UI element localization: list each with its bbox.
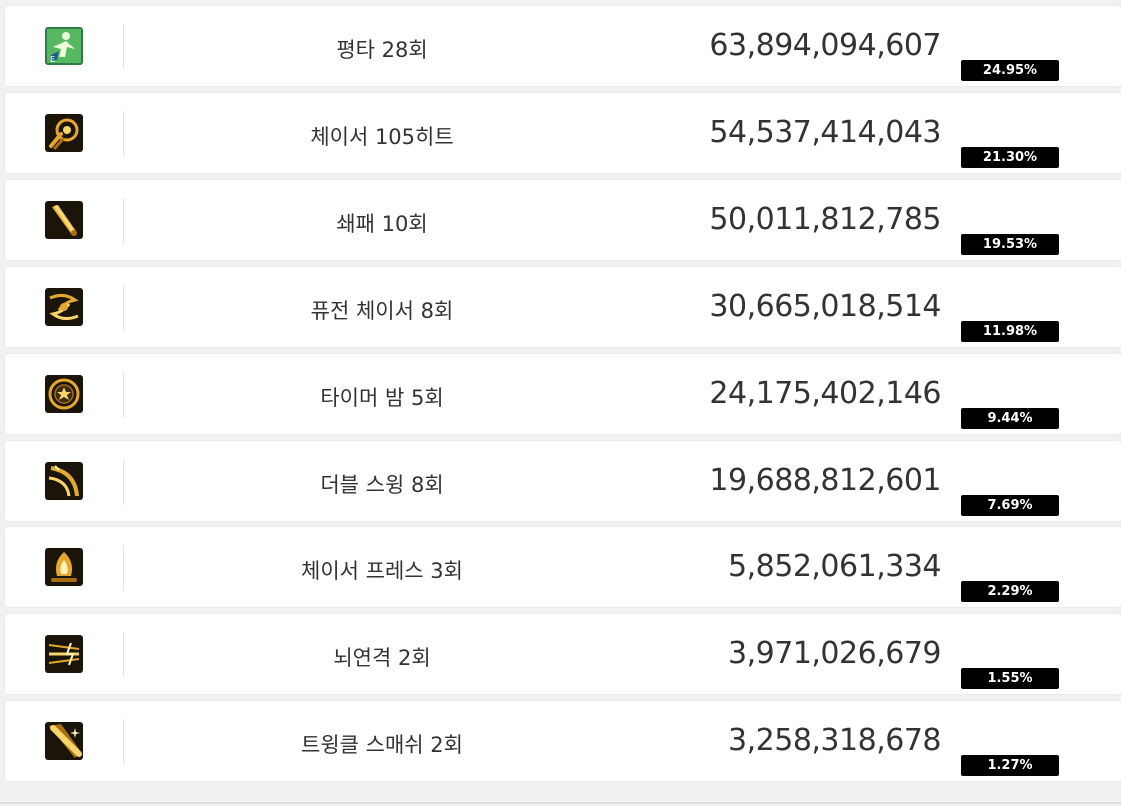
kick-icon: E	[45, 27, 83, 65]
skill-name: 타이머 밤 5회	[320, 386, 444, 410]
damage-value: 63,894,094,607	[709, 28, 941, 63]
fusion-chaser-icon	[45, 288, 83, 326]
skill-row: 트윙클 스매쉬 2회 3,258,318,678 1.27%	[5, 701, 1121, 781]
percent-badge: 19.53%	[961, 234, 1059, 255]
skill-name: 퓨전 체이서 8회	[310, 299, 454, 323]
percent-badge: 21.30%	[961, 147, 1059, 168]
percent-badge: 11.98%	[961, 321, 1059, 342]
svg-text:E: E	[50, 55, 55, 64]
bottom-divider	[0, 802, 1121, 804]
skill-name: 쇄패 10회	[336, 212, 428, 236]
percent-badge: 24.95%	[961, 60, 1059, 81]
skill-row: 더블 스윙 8회 19,688,812,601 7.69%	[5, 441, 1121, 521]
damage-value: 54,537,414,043	[709, 115, 941, 150]
damage-value: 30,665,018,514	[709, 289, 941, 324]
double-swing-icon	[45, 462, 83, 500]
row-divider	[123, 285, 124, 331]
skill-name: 체이서 105히트	[310, 125, 454, 149]
skill-name: 평타 28회	[336, 38, 428, 62]
damage-value: 5,852,061,334	[728, 549, 941, 584]
percent-badge: 9.44%	[961, 408, 1059, 429]
skill-row: 체이서 프레스 3회 5,852,061,334 2.29%	[5, 527, 1121, 607]
skill-row: 타이머 밤 5회 24,175,402,146 9.44%	[5, 354, 1121, 434]
row-divider	[123, 719, 124, 765]
damage-value: 19,688,812,601	[709, 463, 941, 498]
skill-row: 체이서 105히트 54,537,414,043 21.30%	[5, 93, 1121, 173]
damage-value: 50,011,812,785	[709, 202, 941, 237]
row-divider	[123, 632, 124, 678]
row-divider	[123, 24, 124, 70]
chaser-press-icon	[45, 548, 83, 586]
skill-row: 퓨전 체이서 8회 30,665,018,514 11.98%	[5, 267, 1121, 347]
percent-badge: 7.69%	[961, 495, 1059, 516]
chaser-orb-icon	[45, 114, 83, 152]
skill-name: 트윙클 스매쉬 2회	[301, 733, 463, 757]
skill-row: E 평타 28회 63,894,094,607 24.95%	[5, 6, 1121, 86]
skill-row: 쇄패 10회 50,011,812,785 19.53%	[5, 180, 1121, 260]
row-divider	[123, 459, 124, 505]
skill-name: 더블 스윙 8회	[320, 473, 444, 497]
twinkle-smash-icon	[45, 722, 83, 760]
lightning-strike-icon	[45, 635, 83, 673]
timer-bomb-icon	[45, 375, 83, 413]
row-divider	[123, 111, 124, 157]
damage-value: 3,971,026,679	[728, 636, 941, 671]
damage-value: 24,175,402,146	[709, 376, 941, 411]
damage-value: 3,258,318,678	[728, 723, 941, 758]
club-icon	[45, 201, 83, 239]
row-divider	[123, 545, 124, 591]
row-divider	[123, 372, 124, 418]
skill-name: 뇌연격 2회	[333, 646, 431, 670]
percent-badge: 1.27%	[961, 755, 1059, 776]
skill-row: 뇌연격 2회 3,971,026,679 1.55%	[5, 614, 1121, 694]
row-divider	[123, 198, 124, 244]
percent-badge: 2.29%	[961, 581, 1059, 602]
skill-name: 체이서 프레스 3회	[301, 559, 463, 583]
percent-badge: 1.55%	[961, 668, 1059, 689]
